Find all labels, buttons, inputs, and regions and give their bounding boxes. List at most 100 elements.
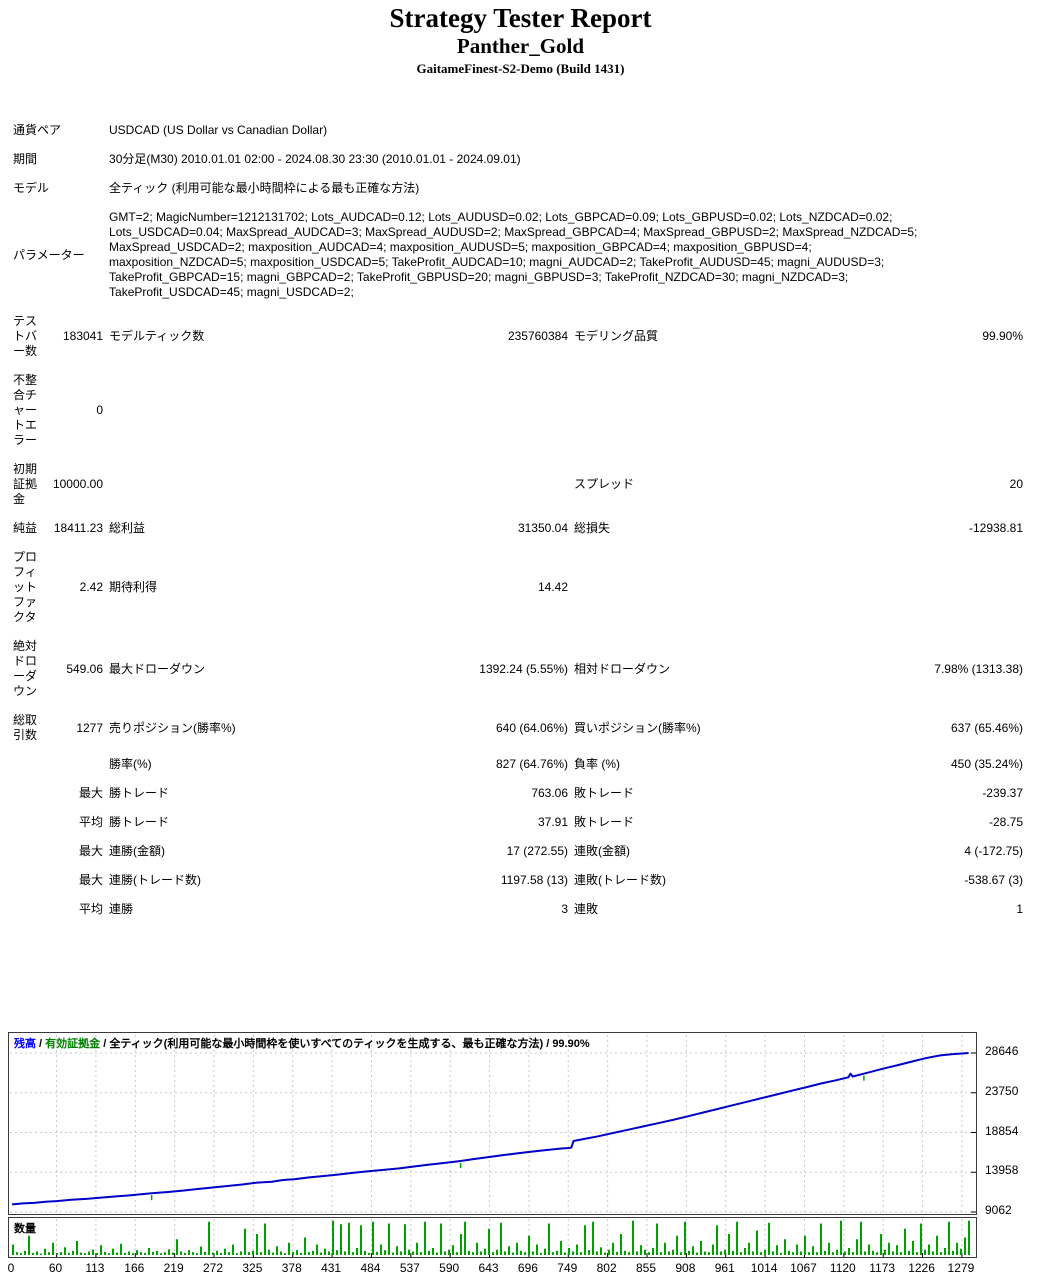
volume-bar [248,1252,250,1255]
x-axis-label: 1120 [829,1261,856,1275]
y-axis-label: 23750 [985,1083,1019,1098]
volume-bar [436,1252,438,1255]
volume-label: 数量 [14,1223,36,1235]
volume-chart-canvas [12,1219,970,1257]
volume-bar [260,1252,262,1255]
volume-bar [820,1223,822,1255]
table-cell: 14.42 [537,580,569,594]
volume-bar [480,1251,482,1255]
volume-bar [208,1221,210,1255]
volume-bar [60,1252,62,1255]
volume-bar [264,1223,266,1255]
table-cell: 30分足(M30) 2010.01.01 02:00 - 2024.08.30 … [109,152,521,166]
volume-bar [476,1242,478,1255]
x-axis-label: 166 [124,1261,145,1275]
volume-bar [684,1221,686,1255]
volume-bar [808,1252,810,1255]
volume-bar [144,1252,146,1255]
table-cell: 最大 [79,844,104,858]
volume-bar [812,1246,814,1255]
volume-bar [892,1251,894,1255]
volume-bar [544,1248,546,1255]
x-axis-label: 0 [7,1261,15,1275]
volume-bar [632,1220,634,1255]
volume-bar [816,1252,818,1255]
volume-bar [400,1251,402,1255]
table-cell: 0 [96,403,104,417]
volume-bar [432,1248,434,1255]
table-cell: プロ フィ ット ファ クタ [13,550,38,624]
volume-bar [584,1225,586,1255]
x-axis-label: 1226 [908,1261,935,1275]
volume-bar [428,1250,430,1255]
volume-bar [340,1224,342,1255]
volume-bar [300,1252,302,1255]
volume-bar [136,1250,138,1255]
volume-bar [660,1252,662,1255]
table-cell: 期待利得 [109,580,158,594]
volume-bar [764,1249,766,1255]
volume-bar [896,1245,898,1255]
volume-bar [652,1248,654,1255]
volume-bar [124,1252,126,1255]
y-axis-label: 28646 [985,1044,1019,1058]
x-axis-label: 696 [517,1261,538,1275]
table-row: モデル 全ティック (利用可能な最小時間枠による最も正確な方法) [10,174,1026,203]
table-cell: 勝トレード [109,786,170,800]
table-cell: 連敗 [574,902,599,916]
volume-bar [424,1221,426,1255]
table-cell: 99.90% [982,329,1024,343]
volume-bar [500,1222,502,1255]
volume-bar [416,1242,418,1255]
volume-bar [256,1234,258,1255]
table-cell: 勝率(%) [109,757,152,771]
table-cell: 平均 [79,902,104,916]
volume-bar [532,1251,534,1255]
volume-bar [404,1224,406,1255]
volume-bar [184,1252,186,1255]
volume-bar [464,1221,466,1255]
volume-bar [880,1234,882,1255]
y-axis-label: 18854 [985,1123,1019,1138]
table-row: テス トバ ー数 183041 モデルティック数 235760384 モデリング品質 99… [10,307,1026,366]
volume-bar [528,1235,530,1255]
volume-bar [316,1244,318,1255]
volume-bar [836,1249,838,1255]
volume-bar [380,1244,382,1255]
volume-bar [392,1252,394,1255]
volume-bar [656,1223,658,1255]
table-cell: 通貨ペア [13,123,62,137]
table-cell [106,366,456,455]
volume-bar [368,1252,370,1255]
volume-bar [556,1250,558,1255]
table-cell: 37.91 [537,815,569,829]
volume-bar [412,1251,414,1255]
volume-bar [608,1249,610,1255]
volume-bar [312,1250,314,1255]
table-cell: 1197.58 (13) [500,873,569,887]
volume-bar [792,1252,794,1255]
volume-bar [912,1241,914,1255]
volume-bar [496,1249,498,1255]
volume-bar [92,1249,94,1255]
volume-bar [200,1246,202,1255]
volume-bar [664,1242,666,1255]
table-cell [10,837,46,866]
volume-bar [512,1252,514,1255]
table-cell [10,779,46,808]
table-cell: 18411.23 [53,521,104,535]
volume-bar [504,1251,506,1255]
volume-bar [140,1252,142,1255]
table-cell: 最大 [79,786,104,800]
volume-bar [956,1242,958,1255]
table-cell: 全ティック (利用可能な最小時間枠による最も正確な方法) [109,181,420,195]
volume-bar [832,1252,834,1255]
volume-bar [672,1249,674,1255]
volume-bar [828,1242,830,1255]
x-axis-label: 961 [714,1261,735,1275]
volume-bar [164,1252,166,1255]
x-axis-label: 590 [439,1261,460,1275]
volume-bar [292,1251,294,1255]
table-cell: 637 (65.46%) [950,720,1024,735]
volume-bar [344,1251,346,1255]
